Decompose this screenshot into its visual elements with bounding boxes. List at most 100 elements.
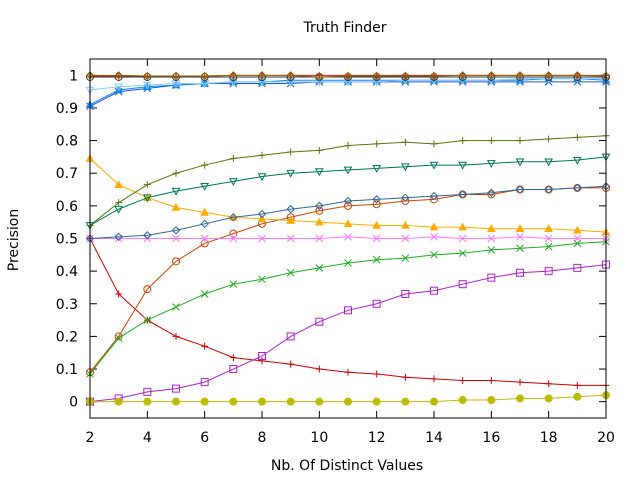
x-tick-label: 12 [368,430,386,446]
data-point [373,370,381,378]
data-point [229,234,238,243]
data-point [458,280,467,289]
data-point [573,71,582,80]
chart-title: Truth Finder [303,20,387,36]
data-point [229,280,238,289]
data-point [114,397,123,406]
data-point [515,185,525,194]
data-point [143,316,152,324]
data-point [172,234,180,243]
series-8 [85,182,611,243]
y-tick-label: 0.7 [56,166,78,182]
data-point [114,205,124,214]
y-tick-label: 0.6 [56,199,78,215]
data-point [516,378,524,386]
data-point [115,290,123,298]
data-point [172,257,180,266]
data-point [171,226,181,235]
data-point [315,365,323,373]
data-point [258,234,266,243]
data-point [200,182,210,191]
y-tick-label: 0 [69,395,78,411]
data-point [487,71,496,80]
data-point [343,219,353,228]
data-point [200,71,209,81]
data-point [430,375,438,383]
data-point [257,214,267,223]
plot-frame [89,58,607,419]
data-point [516,137,524,145]
data-point [314,168,324,177]
x-tick-label: 14 [425,430,443,446]
data-point [344,233,352,241]
data-point [401,254,410,262]
data-point [372,220,382,229]
data-point [172,169,180,177]
data-point [229,365,238,374]
y-tick-label: 0.9 [56,101,78,117]
series-9 [85,153,611,230]
data-point [286,216,296,224]
data-point [487,190,496,199]
data-point [315,201,324,211]
data-point [430,233,438,241]
data-point [400,163,410,172]
data-point [458,396,467,405]
series-line [90,74,607,78]
data-point [143,181,151,189]
data-point [429,71,439,81]
series-line [89,156,607,226]
data-point [544,394,553,403]
series-line [89,187,606,373]
data-point [143,285,152,294]
data-point [545,380,553,388]
data-point [286,234,295,243]
data-point [258,351,266,360]
data-point [286,204,295,214]
series-line [89,135,607,226]
data-point [430,397,438,406]
data-point [544,185,553,194]
data-point [544,71,553,80]
data-point [429,191,439,201]
data-point [401,397,410,406]
data-point [258,357,266,365]
data-point [372,234,381,243]
data-point [372,397,381,406]
data-point [229,397,238,406]
series-line [89,241,607,375]
data-point [515,158,525,167]
data-point [401,138,409,146]
data-point [573,392,582,401]
data-point [114,180,124,188]
data-point [143,397,152,406]
data-point [400,220,410,229]
data-point [544,158,554,167]
data-point [142,81,152,90]
data-point [343,196,353,206]
x-tick-label: 16 [482,430,500,446]
data-point [401,71,410,81]
data-point [516,233,524,241]
data-point [573,263,582,272]
y-tick-label: 0.8 [56,134,78,150]
data-point [200,239,209,248]
data-point [401,234,410,243]
data-point [459,137,467,145]
data-point [115,199,123,207]
data-point [172,397,180,406]
data-point [200,378,209,387]
data-point [257,209,267,219]
data-point [544,267,553,276]
series-line [89,264,607,403]
data-point [487,246,496,254]
x-tick-label: 10 [310,430,328,446]
data-point [372,299,381,308]
data-point [143,231,152,240]
data-point [286,71,295,80]
data-point [172,303,180,311]
data-point [344,397,352,406]
data-point [573,133,581,141]
data-point [573,234,582,243]
data-point [429,222,439,231]
